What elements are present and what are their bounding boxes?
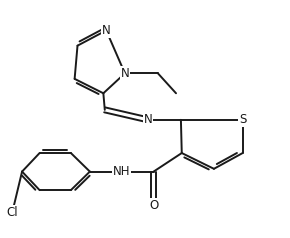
Text: N: N xyxy=(144,113,152,126)
Text: Cl: Cl xyxy=(6,206,18,219)
Text: O: O xyxy=(149,199,158,212)
Text: N: N xyxy=(102,24,110,37)
Text: NH: NH xyxy=(113,165,130,178)
Text: N: N xyxy=(121,67,129,80)
Text: S: S xyxy=(239,113,246,126)
